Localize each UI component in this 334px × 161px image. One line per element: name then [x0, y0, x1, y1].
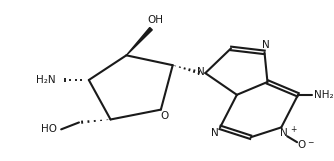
Text: OH: OH [147, 15, 163, 25]
Text: −: − [307, 138, 313, 147]
Text: H₂N: H₂N [36, 75, 55, 85]
Text: N: N [280, 128, 288, 138]
Text: N: N [211, 128, 219, 138]
Text: HO: HO [41, 124, 57, 134]
Text: +: + [290, 125, 297, 134]
Text: NH₂: NH₂ [314, 90, 334, 100]
Text: O: O [297, 140, 305, 150]
Text: N: N [197, 67, 205, 77]
Text: O: O [161, 111, 169, 121]
Text: N: N [262, 40, 269, 50]
Polygon shape [126, 28, 152, 55]
